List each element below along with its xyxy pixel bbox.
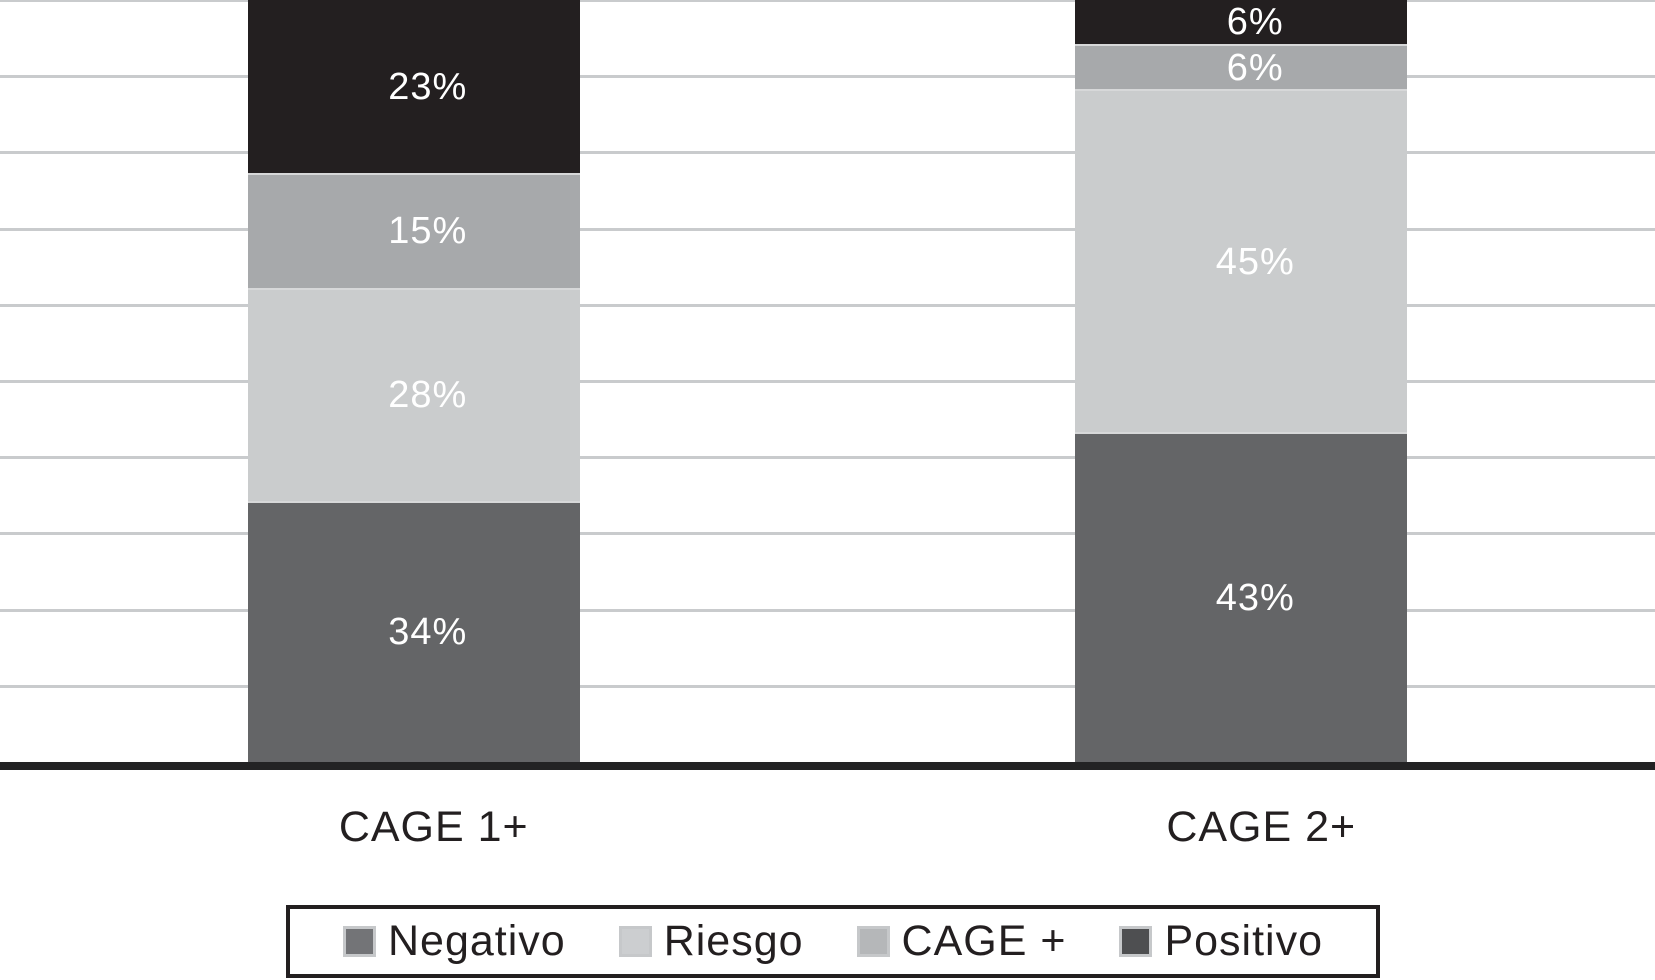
legend-item: CAGE + — [856, 917, 1067, 965]
bar-segment: 6% — [1075, 45, 1408, 92]
legend-label: Positivo — [1164, 917, 1324, 965]
gridline — [0, 151, 1655, 155]
gridline — [0, 684, 1655, 688]
category-labels: CAGE 1+ CAGE 2+ — [0, 806, 1655, 849]
bar-segment: 45% — [1075, 91, 1408, 435]
legend-swatch-icon — [342, 926, 376, 957]
segment-value-label: 34% — [388, 611, 468, 654]
gridline — [0, 75, 1655, 79]
legend-swatch-icon — [856, 926, 890, 957]
legend-label: Riesgo — [663, 917, 804, 965]
gridline — [0, 0, 1655, 2]
legend-swatch-icon — [618, 926, 652, 957]
bar-segment: 15% — [247, 175, 580, 290]
gridline — [0, 532, 1655, 536]
bar: 6% 6% 45% 43% — [1075, 0, 1408, 762]
segment-value-label: 43% — [1215, 577, 1295, 620]
legend-swatch-icon — [1119, 926, 1153, 957]
plot-area: 23% 15% 28% 34% 6% 6% 45% 43% — [0, 0, 1655, 762]
segment-value-label: 23% — [388, 65, 468, 108]
gridline — [0, 227, 1655, 231]
legend: Negativo Riesgo CAGE + Positivo — [286, 905, 1380, 978]
gridline — [0, 608, 1655, 612]
legend-item: Riesgo — [618, 917, 804, 965]
legend-item: Positivo — [1119, 920, 1323, 963]
category-label: CAGE 2+ — [1166, 803, 1357, 851]
gridline — [0, 380, 1655, 383]
bar: 23% 15% 28% 34% — [247, 0, 580, 762]
segment-value-label: 15% — [388, 210, 468, 253]
bar-segment: 6% — [1075, 0, 1408, 46]
gridline — [0, 303, 1655, 307]
segment-value-label: 28% — [388, 374, 468, 417]
segment-value-label: 6% — [1226, 0, 1284, 43]
x-axis-line — [0, 762, 1655, 770]
bar-segment: 28% — [247, 289, 580, 503]
segment-value-label: 6% — [1226, 46, 1284, 89]
legend-label: Negativo — [387, 917, 566, 965]
category-label: CAGE 1+ — [338, 803, 529, 851]
legend-item: Negativo — [342, 917, 566, 965]
bar-segment: 23% — [247, 0, 580, 176]
segment-value-label: 45% — [1215, 240, 1295, 283]
bar-segment: 43% — [1075, 434, 1408, 762]
bar-segment: 34% — [247, 502, 580, 762]
gridline — [0, 456, 1655, 460]
legend-label: CAGE + — [901, 917, 1067, 965]
